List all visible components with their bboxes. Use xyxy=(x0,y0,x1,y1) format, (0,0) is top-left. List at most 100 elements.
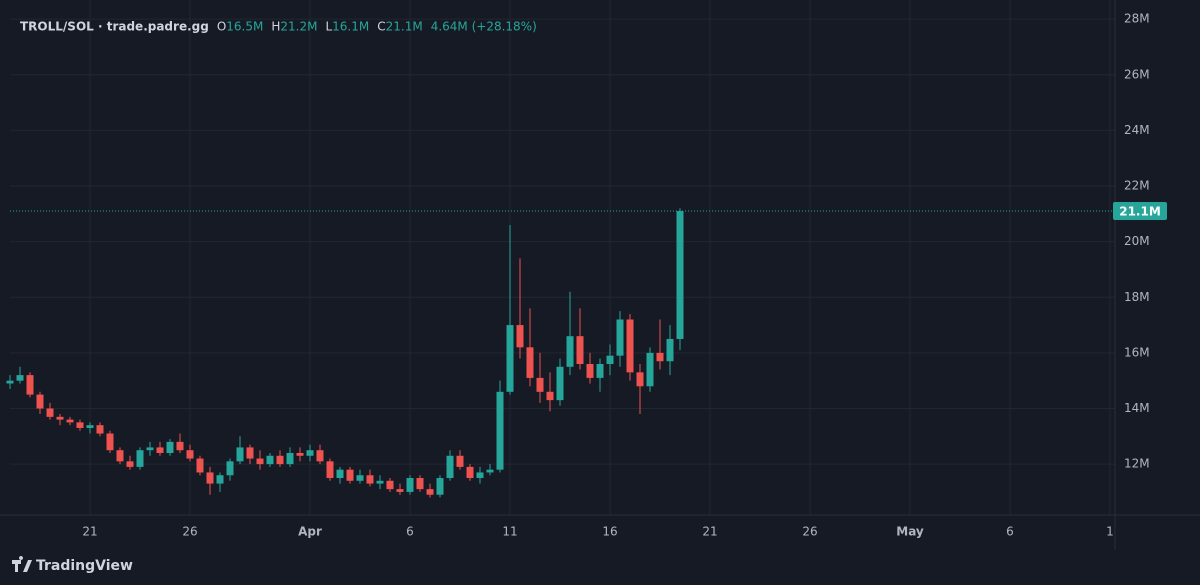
candle-body xyxy=(196,458,204,473)
candle-body xyxy=(476,472,484,479)
candle-body xyxy=(76,422,84,428)
legend-value: 21.1M xyxy=(386,20,423,34)
candle-body xyxy=(26,375,34,395)
candle-body xyxy=(56,416,64,420)
candle-body xyxy=(206,472,214,484)
legend-key: O xyxy=(217,20,226,34)
x-tick-label: 6 xyxy=(1006,525,1014,539)
y-tick-label: 24M xyxy=(1124,123,1150,137)
y-tick-label: 20M xyxy=(1124,234,1150,248)
candle-body xyxy=(276,455,284,465)
candle-body xyxy=(456,455,464,467)
candle-body xyxy=(6,380,14,384)
candle-body xyxy=(136,450,144,467)
candle-body xyxy=(656,352,664,362)
candle-body xyxy=(46,408,54,417)
chart-title: TROLL/SOL · trade.padre.gg xyxy=(20,20,209,34)
x-tick-label: 26 xyxy=(182,525,197,539)
legend-key: L xyxy=(325,20,332,34)
candle-body xyxy=(376,480,384,484)
candle-body xyxy=(616,319,624,356)
x-tick-label: 21 xyxy=(82,525,97,539)
x-tick-label: 11 xyxy=(502,525,517,539)
candle-body xyxy=(466,466,474,479)
candle-body xyxy=(666,338,674,362)
x-tick-label: 21 xyxy=(702,525,717,539)
legend-key: H xyxy=(271,20,280,34)
candle-body xyxy=(586,364,594,378)
candle-body xyxy=(556,366,564,401)
candle-body xyxy=(596,364,604,378)
candle-body xyxy=(496,391,504,470)
x-tick-label: 26 xyxy=(802,525,817,539)
candle-body xyxy=(636,372,644,387)
candle-body xyxy=(36,394,44,409)
candle-body xyxy=(176,441,184,451)
candle-body xyxy=(186,450,194,459)
last-price-tag xyxy=(1113,202,1167,221)
candle-body xyxy=(246,447,254,459)
legend-value: 21.2M xyxy=(280,20,317,34)
candle-body xyxy=(416,478,424,490)
candle-body xyxy=(526,347,534,378)
candle-body xyxy=(396,489,404,492)
candle-body xyxy=(116,450,124,462)
candle-body xyxy=(386,480,394,490)
candle-body xyxy=(266,455,274,465)
candle-body xyxy=(366,475,374,484)
candle-body xyxy=(676,211,684,339)
candle-body xyxy=(516,325,524,348)
x-tick-label: May xyxy=(896,525,924,539)
legend-key: C xyxy=(377,20,385,34)
candle-body xyxy=(156,447,164,453)
candles xyxy=(6,208,684,498)
candle-body xyxy=(316,450,324,462)
legend-change: 4.64M (+28.18%) xyxy=(431,20,537,34)
candle-body xyxy=(106,433,114,451)
candle-body xyxy=(146,447,154,451)
candle-body xyxy=(166,441,174,453)
candle-body xyxy=(486,469,494,473)
y-tick-label: 28M xyxy=(1124,12,1150,26)
tv-logo: TradingView xyxy=(12,556,133,574)
candle-body xyxy=(356,475,364,481)
candle-body xyxy=(336,469,344,479)
candle-body xyxy=(86,425,94,428)
legend-value: 16.1M xyxy=(332,20,369,34)
candle-body xyxy=(576,336,584,365)
y-tick-label: 26M xyxy=(1124,67,1150,81)
y-tick-label: 14M xyxy=(1124,401,1150,415)
candle-body xyxy=(96,425,104,434)
brand: TradingView xyxy=(36,558,133,574)
candle-body xyxy=(536,377,544,392)
candle-body xyxy=(66,419,74,423)
x-tick-label: 16 xyxy=(602,525,617,539)
candle-body xyxy=(296,452,304,456)
last-price-label: 21.1M xyxy=(1119,205,1161,219)
candle-body xyxy=(226,461,234,476)
candle-body xyxy=(626,319,634,373)
candle-body xyxy=(646,352,654,387)
candle-body xyxy=(16,375,24,381)
x-tick-label: 1 xyxy=(1106,525,1114,539)
candle-body xyxy=(216,475,224,484)
candle-body xyxy=(306,450,314,456)
y-tick-label: 22M xyxy=(1124,179,1150,193)
candle-body xyxy=(406,478,414,492)
y-tick-label: 18M xyxy=(1124,290,1150,304)
legend-value: 16.5M xyxy=(226,20,263,34)
candle-body xyxy=(436,478,444,495)
candle-body xyxy=(256,458,264,465)
candle-body xyxy=(606,355,614,365)
candle-body xyxy=(326,461,334,479)
y-tick-label: 16M xyxy=(1124,345,1150,359)
x-tick-label: 6 xyxy=(406,525,414,539)
candle-body xyxy=(506,325,514,392)
candle-body xyxy=(546,391,554,401)
candle-body xyxy=(566,336,574,367)
candle-body xyxy=(426,489,434,495)
